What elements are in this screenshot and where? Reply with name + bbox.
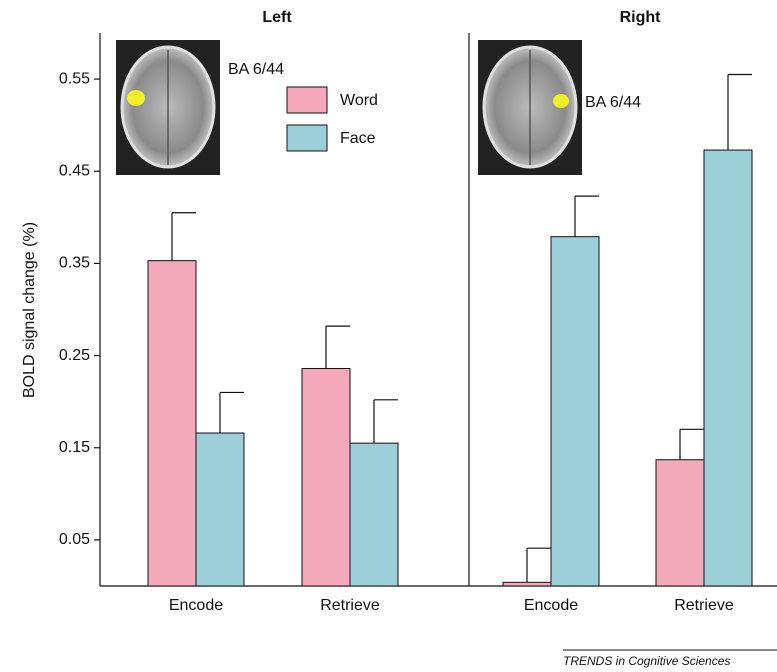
bar [148, 261, 196, 586]
bar [551, 237, 599, 586]
x-tick-label: Encode [169, 597, 223, 614]
bar [704, 150, 752, 586]
x-tick-label: Retrieve [320, 597, 380, 614]
x-tick-label: Encode [524, 597, 578, 614]
panel-title: Left [262, 9, 292, 26]
y-tick-label: 0.45 [59, 162, 90, 179]
y-tick-label: 0.05 [59, 531, 90, 548]
panel-title: Right [620, 9, 662, 26]
x-tick-label: Retrieve [674, 597, 734, 614]
brain-image-left [116, 40, 220, 175]
bar [350, 443, 398, 586]
y-tick-label: 0.25 [59, 347, 90, 364]
error-bar [680, 429, 704, 459]
brain-image-right [478, 40, 582, 175]
bar [503, 582, 551, 586]
annotation: BA 6/44 [228, 61, 284, 78]
bar [656, 460, 704, 586]
y-axis-label: BOLD signal change (%) [21, 222, 38, 398]
bar [196, 433, 244, 586]
legend-swatch [287, 87, 327, 113]
chart: BOLD signal change (%) TRENDS in Cogniti… [0, 0, 777, 672]
error-bar [172, 213, 196, 261]
error-bar [220, 392, 244, 433]
error-bar [728, 74, 752, 150]
y-tick-label: 0.15 [59, 439, 90, 456]
y-tick-label: 0.35 [59, 255, 90, 272]
legend-swatch [287, 125, 327, 151]
legend-label: Word [340, 92, 378, 109]
legend-label: Face [340, 130, 376, 147]
annotation: BA 6/44 [585, 94, 641, 111]
y-tick-label: 0.55 [59, 70, 90, 87]
error-bar [527, 548, 551, 582]
bar [302, 368, 350, 586]
error-bar [374, 400, 398, 443]
error-bar [326, 326, 350, 368]
source: TRENDS in Cognitive Sciences [563, 654, 730, 668]
error-bar [575, 196, 599, 237]
